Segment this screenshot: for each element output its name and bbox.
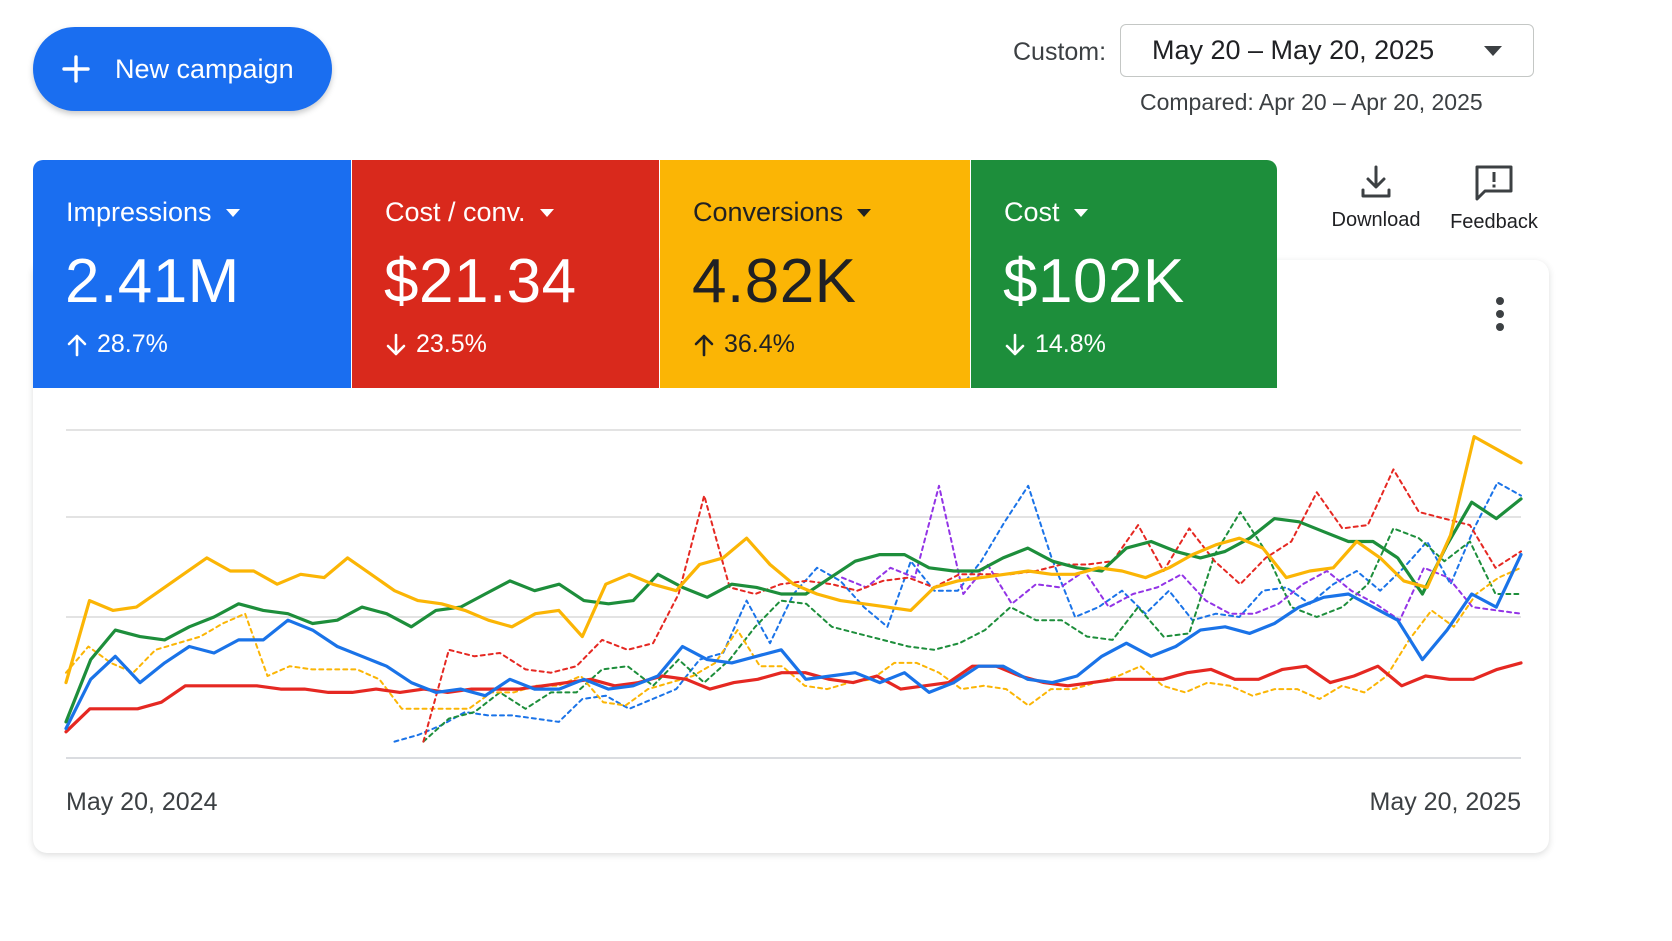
metric-name[interactable]: Cost: [1004, 197, 1088, 228]
metric-name[interactable]: Conversions: [693, 197, 872, 228]
chevron-down-icon: [1484, 46, 1502, 56]
arrow-down-icon: [1005, 333, 1025, 355]
caret-down-icon: [1073, 208, 1088, 217]
feedback-button[interactable]: Feedback: [1446, 164, 1542, 234]
metric-value: $21.34: [384, 247, 577, 316]
metric-tile-cost-per-conv[interactable]: Cost / conv. $21.34 23.5%: [352, 160, 659, 388]
chart-gridlines: [66, 429, 1521, 759]
download-button[interactable]: Download: [1326, 164, 1426, 232]
plus-icon: [62, 55, 90, 83]
chart-series: [64, 435, 1523, 743]
metric-change: 36.4%: [693, 330, 795, 359]
metric-tile-conversions[interactable]: Conversions 4.82K 36.4%: [660, 160, 970, 388]
download-icon: [1361, 165, 1391, 198]
metric-change: 28.7%: [66, 330, 168, 359]
metric-change: 23.5%: [385, 330, 487, 359]
date-range-label: Custom:: [1013, 38, 1107, 66]
compared-range: Compared: Apr 20 – Apr 20, 2025: [1140, 89, 1483, 115]
series-line-6: [422, 511, 1522, 743]
metric-tile-cost[interactable]: Cost $102K 14.8%: [971, 160, 1277, 388]
metric-value: $102K: [1003, 247, 1185, 316]
download-label: Download: [1331, 209, 1421, 231]
metric-tile-impressions[interactable]: Impressions 2.41M 28.7%: [33, 160, 351, 388]
x-axis-start-label: May 20, 2024: [66, 788, 218, 816]
series-line-3: [64, 661, 1523, 734]
date-range-value: May 20 – May 20, 2025: [1152, 35, 1435, 65]
arrow-up-icon: [694, 334, 714, 356]
series-line-5: [393, 481, 1522, 743]
series-line-1: [64, 497, 1523, 724]
series-line-8: [841, 484, 1522, 622]
x-axis-end-label: May 20, 2025: [1369, 788, 1522, 816]
new-campaign-label: New campaign: [115, 53, 294, 84]
series-line-7: [65, 566, 1522, 710]
caret-down-icon: [539, 208, 554, 217]
date-range-select[interactable]: May 20 – May 20, 2025: [1120, 24, 1534, 77]
feedback-label: Feedback: [1450, 211, 1538, 233]
arrow-up-icon: [67, 334, 87, 356]
series-line-4: [422, 468, 1522, 743]
metric-change: 14.8%: [1004, 330, 1106, 359]
feedback-icon: [1475, 165, 1513, 201]
metric-name[interactable]: Cost / conv.: [385, 197, 554, 228]
caret-down-icon: [225, 208, 240, 217]
metric-name[interactable]: Impressions: [66, 197, 240, 228]
series-line-0: [64, 435, 1523, 685]
arrow-down-icon: [386, 333, 406, 355]
new-campaign-button[interactable]: New campaign: [33, 27, 332, 111]
caret-down-icon: [857, 208, 872, 217]
metric-value: 4.82K: [692, 247, 857, 316]
more-options-icon[interactable]: [1485, 293, 1515, 335]
metric-value: 2.41M: [65, 247, 240, 316]
series-line-2: [64, 553, 1523, 731]
